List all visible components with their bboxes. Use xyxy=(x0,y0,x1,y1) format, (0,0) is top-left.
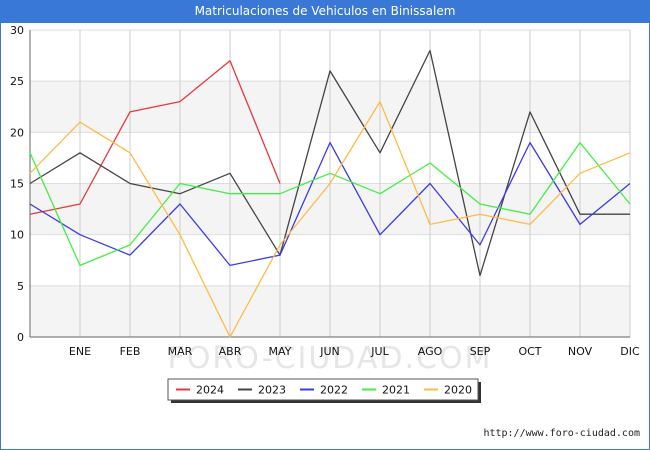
y-tick-label: 0 xyxy=(17,331,24,344)
x-tick-labels: ENE FEB MAR ABR MAY JUN JUL AGO SEP OCT NOV DIC xyxy=(69,345,640,358)
y-tick-label: 20 xyxy=(10,126,24,139)
y-tick-label: 10 xyxy=(10,229,24,242)
y-tick-label: 30 xyxy=(10,24,24,37)
x-tick-label: AGO xyxy=(418,345,443,358)
x-tick-label: DIC xyxy=(620,345,640,358)
series-line-2023 xyxy=(29,49,630,277)
x-tick-label: ABR xyxy=(219,345,242,358)
legend-label-2024: 2024 xyxy=(196,384,224,397)
watermark: FORO-CIUDAD.COM xyxy=(168,341,493,376)
x-tick-label: JUL xyxy=(370,345,389,358)
legend-box xyxy=(167,378,479,401)
x-tick-label: MAY xyxy=(269,345,292,358)
y-tick-label: 5 xyxy=(17,280,24,293)
legend-label-2020: 2020 xyxy=(444,384,472,397)
series-line-2021 xyxy=(29,141,631,267)
legend: 2024 2023 2022 2021 2020 xyxy=(167,378,481,403)
y-tick-label: 15 xyxy=(10,178,24,191)
legend-label-2021: 2021 xyxy=(382,384,410,397)
legend-label-2022: 2022 xyxy=(320,384,348,397)
y-tick-label: 25 xyxy=(10,75,24,88)
x-tick-label: ENE xyxy=(69,345,91,358)
series-lines xyxy=(29,49,631,338)
x-tick-label: SEP xyxy=(470,345,491,358)
chart-title: Matriculaciones de Vehiculos en Binissal… xyxy=(0,0,650,22)
series-line-2022 xyxy=(29,141,631,267)
x-tick-label: NOV xyxy=(568,345,593,358)
y-tick-labels: 0 5 10 15 20 25 30 xyxy=(10,24,24,344)
x-tick-label: OCT xyxy=(518,345,541,358)
x-tick-label: JUN xyxy=(319,345,340,358)
series-line-2020 xyxy=(29,100,631,338)
x-tick-label: FEB xyxy=(120,345,141,358)
series-line-2024 xyxy=(29,60,281,215)
legend-label-2023: 2023 xyxy=(258,384,286,397)
x-tick-label: MAR xyxy=(168,345,193,358)
source-credit: http://www.foro-ciudad.com xyxy=(483,428,640,439)
